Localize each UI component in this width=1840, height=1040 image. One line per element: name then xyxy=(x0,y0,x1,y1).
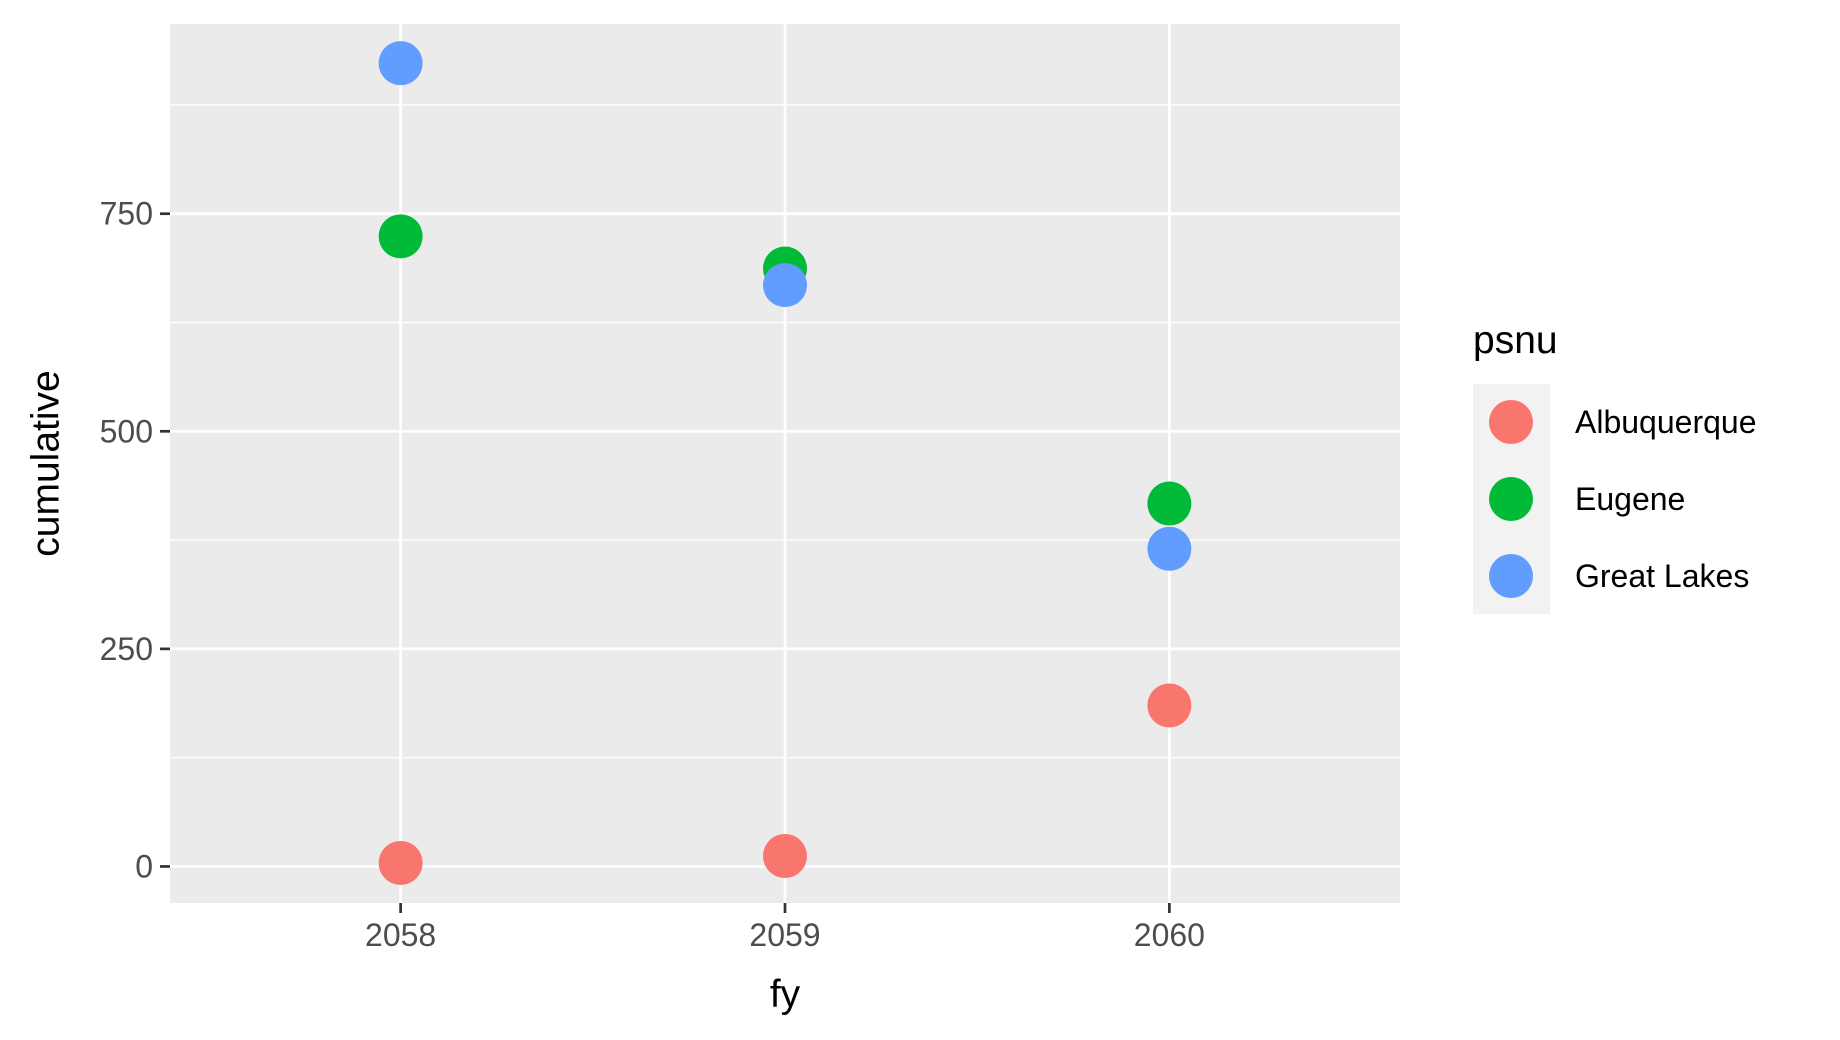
data-point xyxy=(763,834,807,879)
y-tick-label: 750 xyxy=(100,196,153,232)
data-point xyxy=(763,263,807,308)
legend-key xyxy=(1489,477,1533,521)
data-point xyxy=(378,41,423,86)
data-point xyxy=(1147,526,1192,571)
data-point xyxy=(378,214,423,259)
y-axis: 0 250 500 750 xyxy=(100,196,170,884)
legend-label: Eugene xyxy=(1575,481,1685,517)
legend-title: psnu xyxy=(1473,319,1558,362)
legend-key xyxy=(1489,400,1533,444)
y-tick-label: 0 xyxy=(135,848,153,884)
data-point xyxy=(378,840,423,885)
x-axis-title: fy xyxy=(770,973,801,1016)
legend-key xyxy=(1489,554,1533,598)
major-gridlines xyxy=(170,24,1400,903)
y-axis-title: cumulative xyxy=(25,370,68,556)
x-tick-label: 2059 xyxy=(749,917,820,953)
y-tick-label: 250 xyxy=(100,631,153,667)
data-point xyxy=(1147,481,1192,526)
data-point xyxy=(1147,683,1192,728)
legend-label: Great Lakes xyxy=(1575,558,1749,594)
legend-label: Albuquerque xyxy=(1575,404,1756,440)
x-tick-label: 2058 xyxy=(365,917,436,953)
y-tick-label: 500 xyxy=(100,413,153,449)
x-axis: 2058 2059 2060 xyxy=(365,903,1205,953)
legend: psnu Albuquerque Eugene Great Lakes xyxy=(1473,319,1756,614)
x-tick-label: 2060 xyxy=(1134,917,1205,953)
data-points xyxy=(378,41,1192,885)
